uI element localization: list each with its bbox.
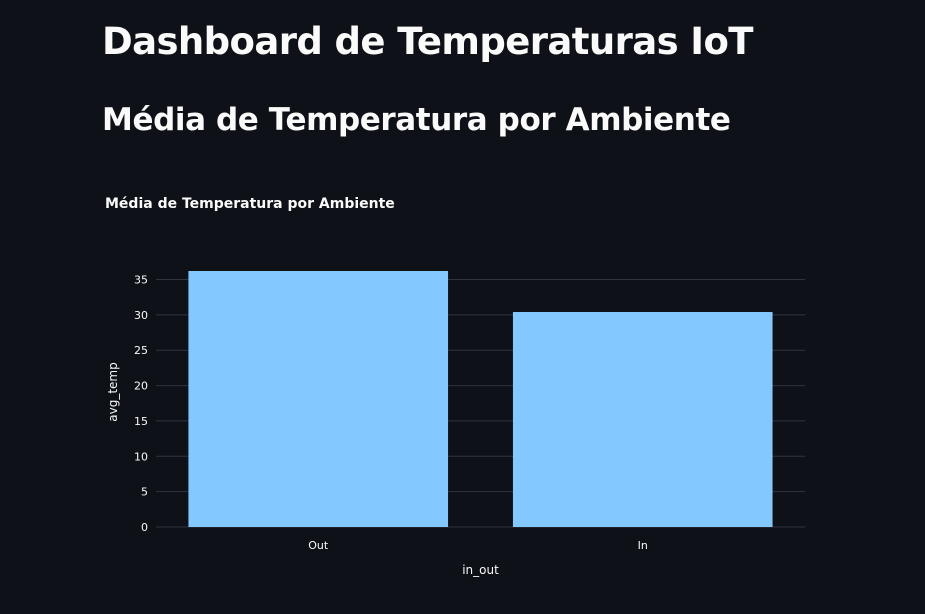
page-title: Dashboard de Temperaturas IoT — [102, 20, 754, 63]
y-tick-label: 5 — [141, 486, 148, 499]
chart-title: Média de Temperatura por Ambiente — [105, 196, 395, 212]
y-tick-label: 30 — [134, 309, 148, 322]
page-subheader: Média de Temperatura por Ambiente — [102, 102, 731, 138]
y-tick-label: 35 — [134, 273, 148, 286]
y-tick-label: 0 — [141, 521, 148, 534]
y-axis-title: avg_temp — [106, 362, 120, 421]
x-axis-title: in_out — [462, 563, 499, 577]
chart-ticks: 0 5 10 15 20 25 30 35 Out In — [134, 273, 648, 552]
chart-bars — [188, 271, 773, 527]
y-tick-label: 25 — [134, 344, 148, 357]
bar-in[interactable] — [512, 312, 773, 527]
y-tick-label: 15 — [134, 415, 148, 428]
y-tick-label: 20 — [134, 380, 148, 393]
x-tick-label: In — [638, 539, 648, 552]
bar-out[interactable] — [188, 271, 449, 527]
x-tick-label: Out — [308, 539, 329, 552]
y-tick-label: 10 — [134, 450, 148, 463]
